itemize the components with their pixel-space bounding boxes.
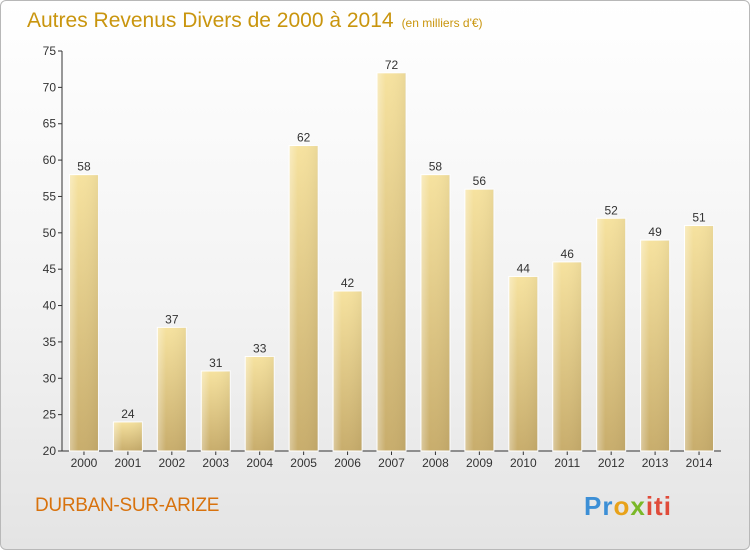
x-tick-label: 2011 [554, 456, 580, 470]
bar-shine [552, 261, 582, 451]
commune-name: DURBAN-SUR-ARIZE [35, 495, 220, 516]
chart-title-line: Autres Revenus Divers de 2000 à 2014 (en … [27, 9, 483, 33]
bar-shine [508, 276, 538, 451]
y-tick-label: 55 [43, 189, 57, 203]
x-tick-label: 2002 [158, 456, 185, 470]
y-tick-label: 60 [43, 153, 57, 167]
data-label: 62 [297, 131, 311, 145]
bar-shine [157, 327, 187, 451]
data-label: 52 [604, 203, 618, 217]
x-tick-label: 2000 [71, 456, 98, 470]
y-tick-label: 70 [43, 80, 57, 94]
data-labels: 58 24 37 31 33 62 42 72 58 56 44 46 52 49 51 [77, 58, 706, 421]
x-tick-label: 2006 [334, 456, 361, 470]
bar-shine [245, 356, 275, 451]
x-tick-label: 2001 [115, 456, 142, 470]
chart-unit-note: (en milliers d'€) [401, 16, 483, 30]
x-tick-label: 2005 [290, 456, 317, 470]
data-label: 58 [429, 160, 443, 174]
bar-shine [377, 72, 406, 452]
logo-part-1: Pr [584, 491, 614, 521]
chart-title: Autres Revenus Divers de 2000 à 2014 [27, 9, 394, 32]
data-label: 49 [648, 225, 662, 239]
bar-shine [640, 240, 670, 451]
data-label: 72 [385, 58, 399, 72]
y-tick-label: 50 [43, 226, 57, 240]
x-tick-label: 2013 [642, 456, 669, 470]
y-tick-label: 35 [43, 335, 57, 349]
y-tick-label: 45 [43, 262, 57, 276]
data-label: 58 [77, 160, 91, 174]
y-tick-label: 25 [43, 408, 57, 422]
bar-shine [113, 421, 143, 451]
bar-shine [420, 174, 450, 452]
x-tick-label: 2014 [686, 456, 713, 470]
y-tick-label: 65 [43, 117, 57, 131]
bar-shine [69, 174, 99, 452]
data-label: 33 [253, 341, 267, 355]
y-tick-label: 20 [43, 444, 57, 458]
x-tick-label: 2009 [466, 456, 493, 470]
data-label: 31 [209, 356, 223, 370]
logo-part-4: iti [645, 491, 672, 521]
y-tick-label: 75 [43, 44, 57, 58]
data-label: 56 [473, 174, 487, 188]
x-tick-label: 2008 [422, 456, 449, 470]
bar-shine [201, 371, 231, 451]
proxiti-logo[interactable]: Proxiti [584, 491, 672, 522]
bar-shine [464, 189, 494, 451]
x-tick-label: 2007 [378, 456, 405, 470]
logo-part-2: o [613, 491, 631, 521]
data-label: 42 [341, 276, 355, 290]
logo-part-3: x [630, 491, 646, 521]
y-tick-label: 30 [43, 371, 57, 385]
bar-shine [684, 225, 714, 451]
bar-shine [333, 291, 363, 451]
bar-shine [289, 145, 319, 451]
y-tick-label: 40 [43, 299, 57, 313]
bars [68, 72, 715, 452]
x-tick-label: 2010 [510, 456, 537, 470]
data-label: 51 [692, 211, 706, 225]
x-tick-label: 2004 [246, 456, 273, 470]
data-label: 24 [121, 407, 135, 421]
x-tick-label: 2003 [202, 456, 229, 470]
data-label: 37 [165, 312, 179, 326]
data-label: 44 [517, 261, 531, 275]
x-tick-label: 2012 [598, 456, 625, 470]
bar-shine [596, 218, 626, 451]
data-label: 46 [561, 247, 575, 261]
